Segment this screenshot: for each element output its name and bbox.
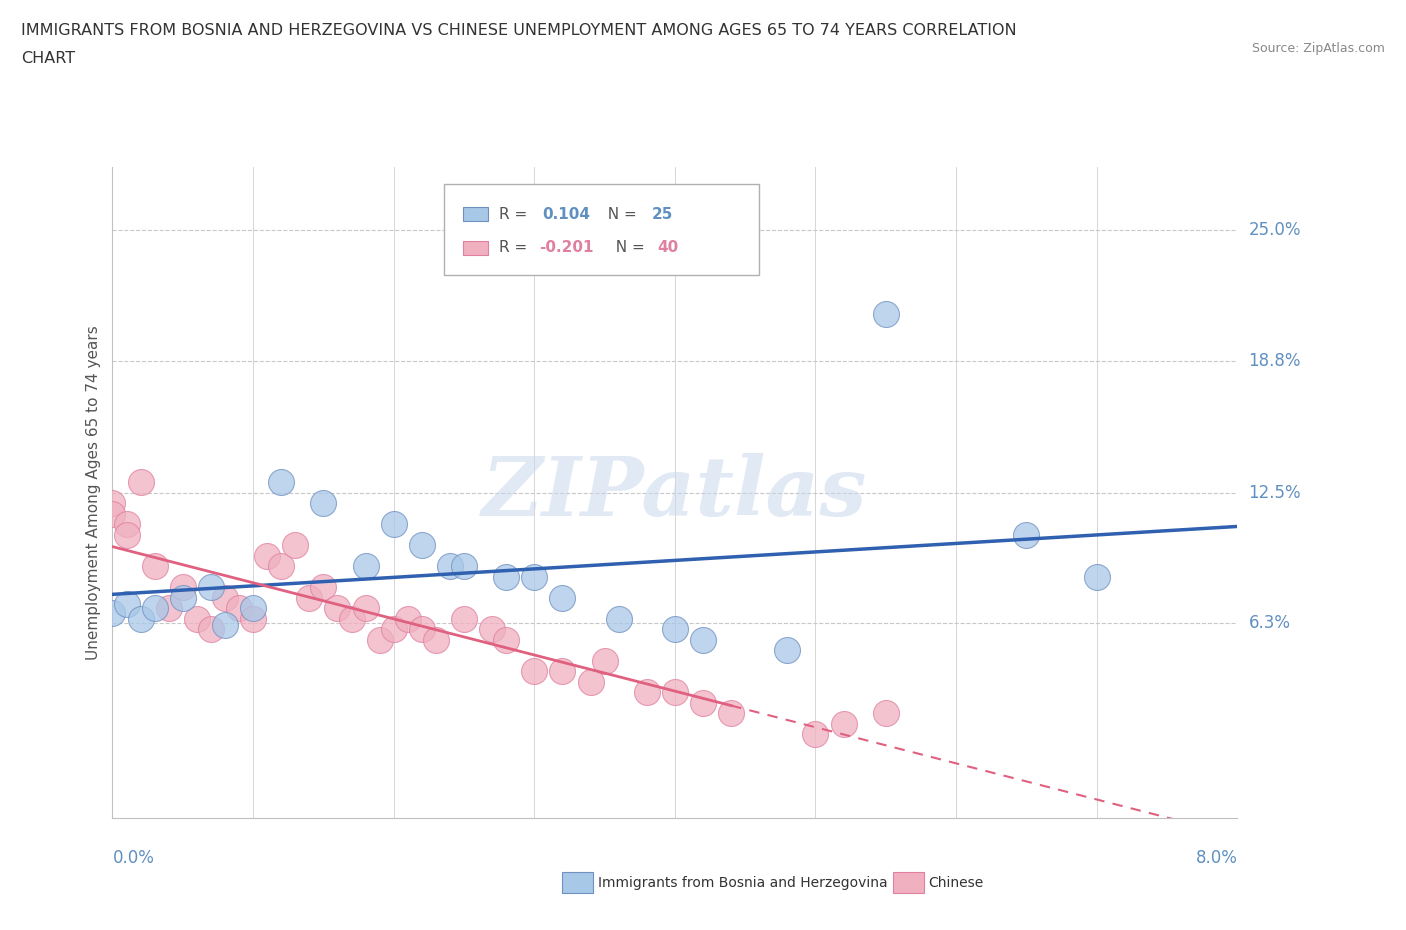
Point [312,580,335,595]
Point [593,654,616,669]
Text: 18.8%: 18.8% [1249,352,1301,369]
Point [284,538,307,552]
Point [664,685,686,700]
Point [214,618,236,632]
Point [875,307,897,322]
Point [1085,569,1108,584]
Point [495,632,517,647]
Point [523,664,546,679]
Point [425,632,447,647]
Text: Immigrants from Bosnia and Herzegovina: Immigrants from Bosnia and Herzegovina [598,875,887,890]
FancyBboxPatch shape [444,184,759,275]
Point [664,622,686,637]
Point [875,706,897,721]
Point [636,685,658,700]
Text: 25.0%: 25.0% [1249,221,1301,239]
Text: IMMIGRANTS FROM BOSNIA AND HERZEGOVINA VS CHINESE UNEMPLOYMENT AMONG AGES 65 TO : IMMIGRANTS FROM BOSNIA AND HERZEGOVINA V… [21,23,1017,38]
Text: 0.104: 0.104 [543,206,591,221]
Point [551,591,574,605]
Point [101,605,124,620]
Point [692,696,714,711]
Text: ZIPatlas: ZIPatlas [482,453,868,533]
FancyBboxPatch shape [464,241,488,255]
Text: 40: 40 [657,240,678,256]
Text: CHART: CHART [21,51,75,66]
Text: R =: R = [499,206,537,221]
Point [804,727,827,742]
Point [382,517,405,532]
Point [270,559,292,574]
Point [200,622,222,637]
Point [481,622,503,637]
Point [354,601,377,616]
Text: N =: N = [599,206,643,221]
Point [101,496,124,511]
Point [551,664,574,679]
Point [453,611,475,626]
Point [312,496,335,511]
Point [129,611,152,626]
Point [453,559,475,574]
Point [186,611,208,626]
Point [382,622,405,637]
Point [172,580,194,595]
Point [129,475,152,490]
Point [579,674,602,689]
Text: Source: ZipAtlas.com: Source: ZipAtlas.com [1251,42,1385,55]
Point [214,591,236,605]
Y-axis label: Unemployment Among Ages 65 to 74 years: Unemployment Among Ages 65 to 74 years [86,326,101,660]
Point [720,706,742,721]
Point [143,559,166,574]
Point [172,591,194,605]
Point [495,569,517,584]
Point [242,601,264,616]
Point [354,559,377,574]
Text: Chinese: Chinese [928,875,983,890]
Point [607,611,630,626]
Point [228,601,250,616]
Point [157,601,180,616]
Text: 25: 25 [651,206,672,221]
Point [270,475,292,490]
Point [298,591,321,605]
Point [115,597,138,612]
Point [326,601,349,616]
Text: 8.0%: 8.0% [1195,849,1237,867]
Point [256,549,278,564]
Point [368,632,391,647]
Point [1015,527,1038,542]
Point [200,580,222,595]
FancyBboxPatch shape [464,206,488,221]
Point [242,611,264,626]
Point [115,527,138,542]
Point [776,643,799,658]
Point [115,517,138,532]
Point [411,622,433,637]
Text: 6.3%: 6.3% [1249,614,1291,632]
Point [439,559,461,574]
Point [523,569,546,584]
Text: N =: N = [606,240,650,256]
Text: 12.5%: 12.5% [1249,484,1301,502]
Point [411,538,433,552]
Point [692,632,714,647]
Point [832,716,855,731]
Point [101,507,124,522]
Point [143,601,166,616]
Text: 0.0%: 0.0% [112,849,155,867]
Point [396,611,419,626]
Text: R =: R = [499,240,533,256]
Point [340,611,363,626]
Text: -0.201: -0.201 [538,240,593,256]
